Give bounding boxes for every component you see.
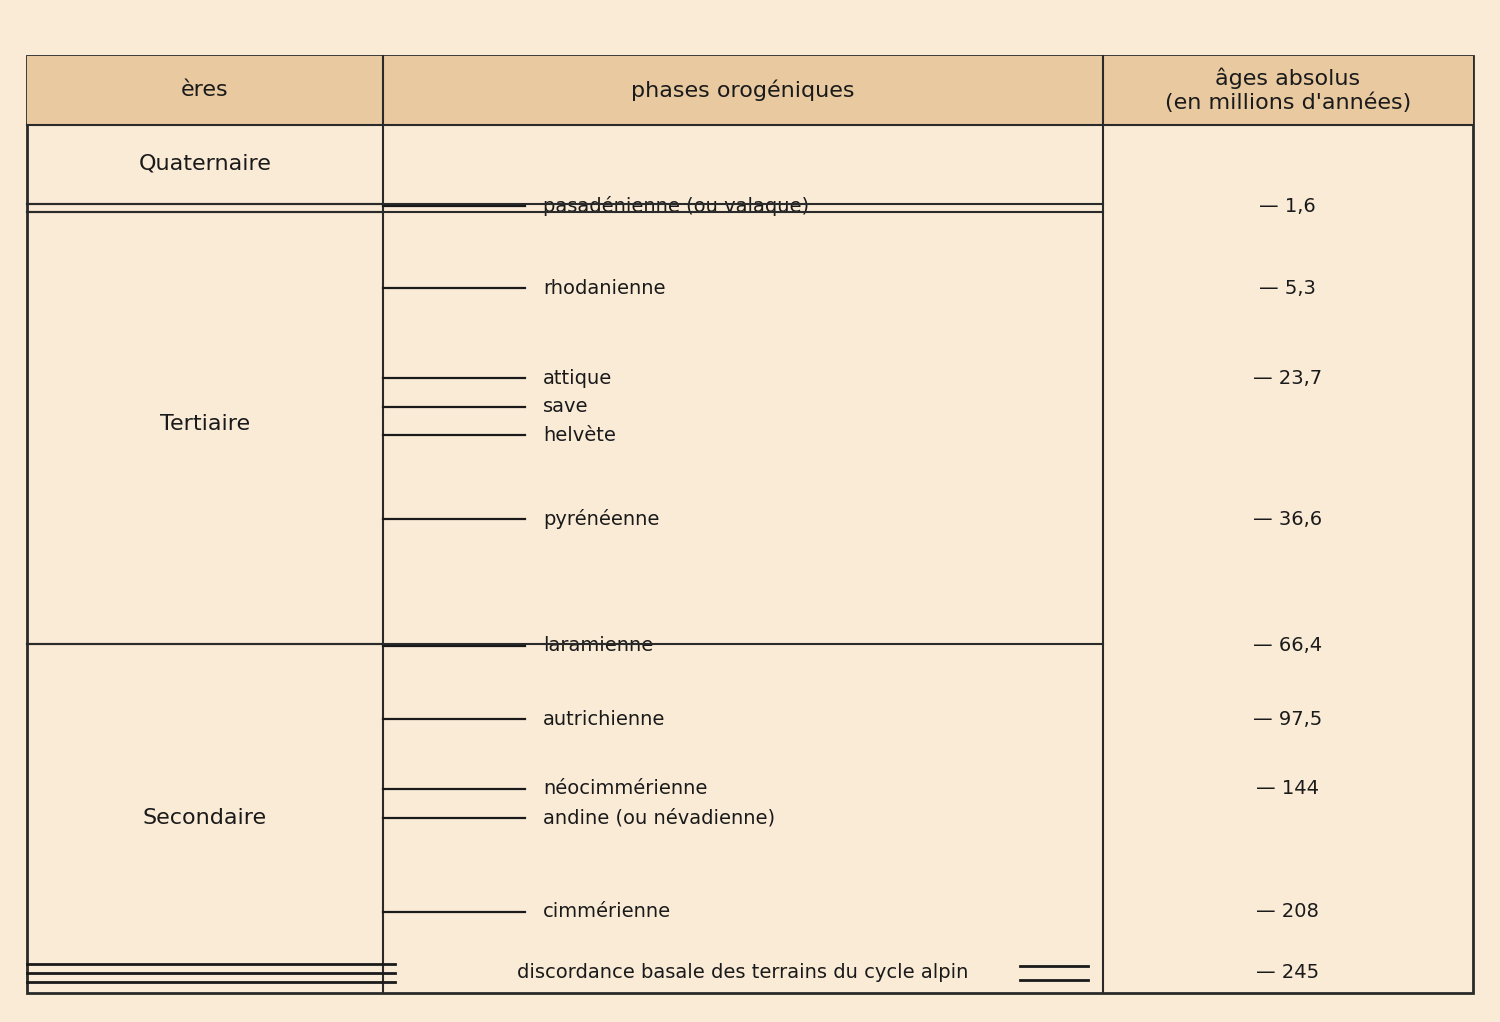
Text: — 97,5: — 97,5: [1252, 710, 1323, 729]
Text: Tertiaire: Tertiaire: [159, 414, 250, 434]
Text: âges absolus
(en millions d'années): âges absolus (en millions d'années): [1164, 67, 1412, 113]
Text: — 5,3: — 5,3: [1260, 279, 1316, 297]
Text: — 1,6: — 1,6: [1260, 197, 1316, 216]
Text: discordance basale des terrains du cycle alpin: discordance basale des terrains du cycle…: [518, 964, 968, 982]
Text: — 23,7: — 23,7: [1252, 369, 1323, 387]
Text: — 66,4: — 66,4: [1252, 637, 1323, 655]
Text: ères: ères: [182, 81, 228, 100]
Text: Secondaire: Secondaire: [142, 807, 267, 828]
Text: pasadénienne (ou valaque): pasadénienne (ou valaque): [543, 196, 808, 217]
Text: phases orogéniques: phases orogéniques: [630, 80, 855, 101]
Text: autrichienne: autrichienne: [543, 710, 666, 729]
Text: helvète: helvète: [543, 426, 616, 445]
Text: — 144: — 144: [1257, 780, 1320, 798]
Text: — 245: — 245: [1256, 964, 1320, 982]
Text: — 36,6: — 36,6: [1252, 510, 1323, 528]
Text: rhodanienne: rhodanienne: [543, 279, 666, 297]
Text: Quaternaire: Quaternaire: [138, 153, 272, 174]
Text: cimmérienne: cimmérienne: [543, 902, 670, 921]
Text: save: save: [543, 398, 588, 416]
Text: attique: attique: [543, 369, 612, 387]
Text: pyrénéenne: pyrénéenne: [543, 509, 660, 529]
Text: laramienne: laramienne: [543, 637, 654, 655]
Bar: [27, 56, 1473, 125]
Text: — 208: — 208: [1257, 902, 1318, 921]
Text: néocimmérienne: néocimmérienne: [543, 780, 708, 798]
Text: andine (ou névadienne): andine (ou névadienne): [543, 808, 776, 827]
